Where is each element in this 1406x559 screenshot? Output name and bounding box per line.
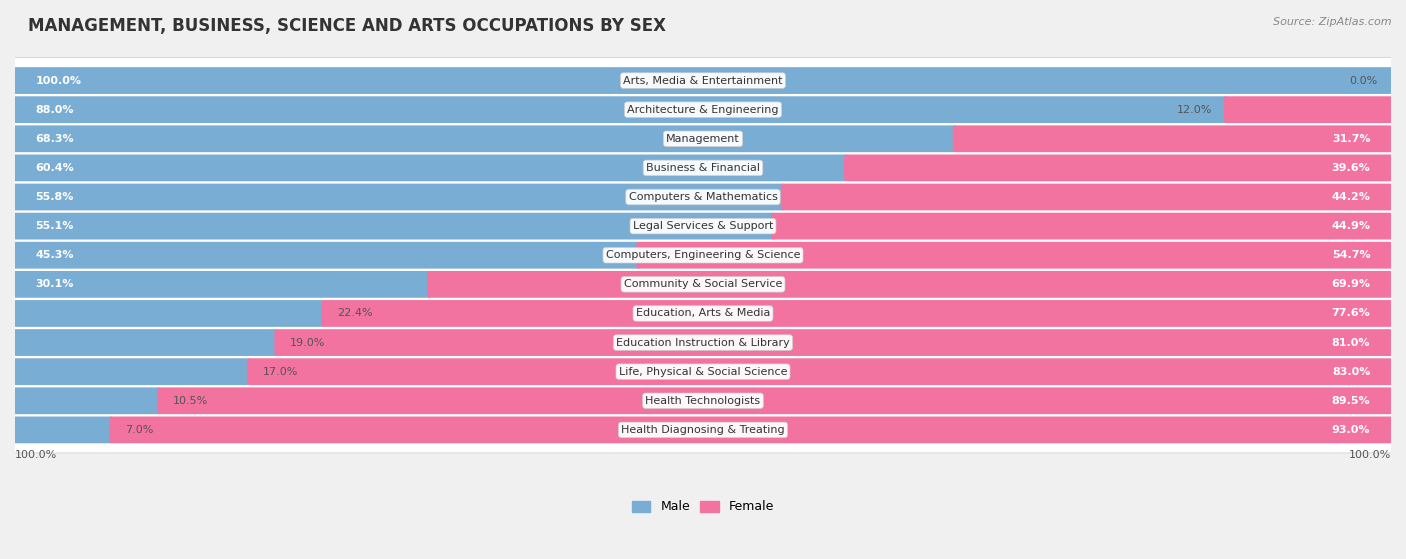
FancyBboxPatch shape bbox=[13, 154, 848, 181]
FancyBboxPatch shape bbox=[274, 329, 1393, 356]
Text: 7.0%: 7.0% bbox=[125, 425, 153, 435]
Text: 55.8%: 55.8% bbox=[35, 192, 75, 202]
Text: 88.0%: 88.0% bbox=[35, 105, 75, 115]
FancyBboxPatch shape bbox=[11, 116, 1395, 162]
Text: 68.3%: 68.3% bbox=[35, 134, 75, 144]
Text: 55.1%: 55.1% bbox=[35, 221, 75, 231]
FancyBboxPatch shape bbox=[11, 291, 1395, 337]
FancyBboxPatch shape bbox=[11, 203, 1395, 249]
FancyBboxPatch shape bbox=[13, 300, 325, 327]
FancyBboxPatch shape bbox=[13, 271, 432, 298]
FancyBboxPatch shape bbox=[953, 125, 1393, 152]
Text: Legal Services & Support: Legal Services & Support bbox=[633, 221, 773, 231]
Text: 93.0%: 93.0% bbox=[1331, 425, 1371, 435]
Text: 30.1%: 30.1% bbox=[35, 280, 75, 290]
FancyBboxPatch shape bbox=[110, 416, 1393, 443]
Text: 12.0%: 12.0% bbox=[1177, 105, 1212, 115]
FancyBboxPatch shape bbox=[11, 145, 1395, 191]
FancyBboxPatch shape bbox=[11, 232, 1395, 278]
Text: Computers & Mathematics: Computers & Mathematics bbox=[628, 192, 778, 202]
FancyBboxPatch shape bbox=[13, 387, 162, 414]
Text: Life, Physical & Social Science: Life, Physical & Social Science bbox=[619, 367, 787, 377]
FancyBboxPatch shape bbox=[11, 58, 1395, 103]
Text: 31.7%: 31.7% bbox=[1331, 134, 1371, 144]
Text: Education, Arts & Media: Education, Arts & Media bbox=[636, 309, 770, 319]
Text: 81.0%: 81.0% bbox=[1331, 338, 1371, 348]
Text: 100.0%: 100.0% bbox=[1348, 449, 1391, 459]
FancyBboxPatch shape bbox=[844, 154, 1393, 181]
Text: Management: Management bbox=[666, 134, 740, 144]
Text: Architecture & Engineering: Architecture & Engineering bbox=[627, 105, 779, 115]
Text: 17.0%: 17.0% bbox=[263, 367, 298, 377]
FancyBboxPatch shape bbox=[13, 242, 640, 269]
Text: 77.6%: 77.6% bbox=[1331, 309, 1371, 319]
FancyBboxPatch shape bbox=[13, 183, 785, 210]
FancyBboxPatch shape bbox=[1223, 96, 1393, 123]
FancyBboxPatch shape bbox=[11, 349, 1395, 395]
FancyBboxPatch shape bbox=[247, 358, 1393, 385]
FancyBboxPatch shape bbox=[13, 329, 278, 356]
Text: Source: ZipAtlas.com: Source: ZipAtlas.com bbox=[1274, 17, 1392, 27]
Text: Health Technologists: Health Technologists bbox=[645, 396, 761, 406]
Text: 60.4%: 60.4% bbox=[35, 163, 75, 173]
Text: MANAGEMENT, BUSINESS, SCIENCE AND ARTS OCCUPATIONS BY SEX: MANAGEMENT, BUSINESS, SCIENCE AND ARTS O… bbox=[28, 17, 666, 35]
FancyBboxPatch shape bbox=[11, 262, 1395, 307]
FancyBboxPatch shape bbox=[13, 67, 1393, 94]
Text: 22.4%: 22.4% bbox=[337, 309, 373, 319]
FancyBboxPatch shape bbox=[13, 358, 252, 385]
FancyBboxPatch shape bbox=[13, 213, 775, 239]
Text: 83.0%: 83.0% bbox=[1331, 367, 1371, 377]
Text: 45.3%: 45.3% bbox=[35, 250, 75, 260]
Text: Business & Financial: Business & Financial bbox=[645, 163, 761, 173]
Text: Computers, Engineering & Science: Computers, Engineering & Science bbox=[606, 250, 800, 260]
FancyBboxPatch shape bbox=[13, 96, 1227, 123]
Text: 100.0%: 100.0% bbox=[15, 449, 58, 459]
Text: 89.5%: 89.5% bbox=[1331, 396, 1371, 406]
Text: 19.0%: 19.0% bbox=[290, 338, 326, 348]
FancyBboxPatch shape bbox=[11, 174, 1395, 220]
FancyBboxPatch shape bbox=[321, 300, 1393, 327]
Text: 0.0%: 0.0% bbox=[1348, 75, 1378, 86]
Legend: Male, Female: Male, Female bbox=[627, 495, 779, 518]
Text: 10.5%: 10.5% bbox=[173, 396, 208, 406]
FancyBboxPatch shape bbox=[13, 125, 957, 152]
Text: Education Instruction & Library: Education Instruction & Library bbox=[616, 338, 790, 348]
FancyBboxPatch shape bbox=[11, 407, 1395, 453]
FancyBboxPatch shape bbox=[780, 183, 1393, 210]
Text: 100.0%: 100.0% bbox=[35, 75, 82, 86]
FancyBboxPatch shape bbox=[11, 87, 1395, 132]
FancyBboxPatch shape bbox=[427, 271, 1393, 298]
FancyBboxPatch shape bbox=[770, 213, 1393, 239]
Text: Community & Social Service: Community & Social Service bbox=[624, 280, 782, 290]
Text: 44.2%: 44.2% bbox=[1331, 192, 1371, 202]
FancyBboxPatch shape bbox=[11, 320, 1395, 366]
FancyBboxPatch shape bbox=[157, 387, 1393, 414]
Text: 44.9%: 44.9% bbox=[1331, 221, 1371, 231]
FancyBboxPatch shape bbox=[13, 416, 114, 443]
Text: Health Diagnosing & Treating: Health Diagnosing & Treating bbox=[621, 425, 785, 435]
Text: 69.9%: 69.9% bbox=[1331, 280, 1371, 290]
Text: 54.7%: 54.7% bbox=[1331, 250, 1371, 260]
FancyBboxPatch shape bbox=[637, 242, 1393, 269]
Text: Arts, Media & Entertainment: Arts, Media & Entertainment bbox=[623, 75, 783, 86]
FancyBboxPatch shape bbox=[11, 378, 1395, 424]
Text: 39.6%: 39.6% bbox=[1331, 163, 1371, 173]
